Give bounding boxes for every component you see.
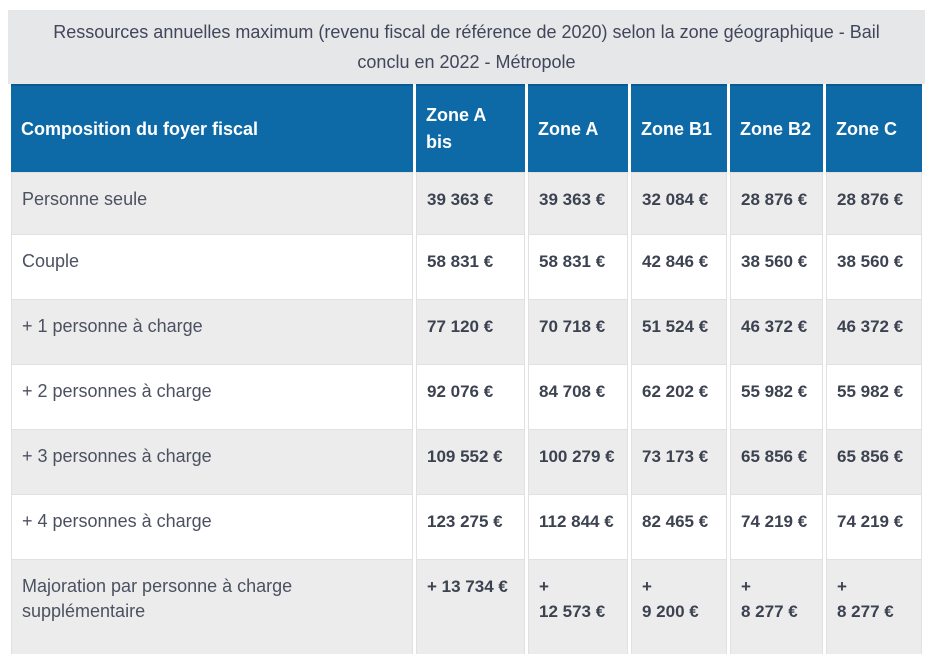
col-header-composition: Composition du foyer fiscal [11, 84, 413, 172]
header-row: Composition du foyer fiscal Zone A bis Zon… [11, 84, 922, 172]
row-value: 39 363 € [528, 172, 628, 234]
row-value: 100 279 € [528, 429, 628, 494]
row-value: 82 465 € [631, 494, 727, 559]
col-header-zone: Zone B2 [730, 84, 823, 172]
col-header-zone: Zone A [528, 84, 628, 172]
row-value: 92 076 € [416, 364, 525, 429]
row-value: 46 372 € [730, 299, 823, 364]
row-value: + 12 573 € [528, 559, 628, 654]
row-value: 51 524 € [631, 299, 727, 364]
row-label: + 3 personnes à charge [11, 429, 413, 494]
table-row: + 3 personnes à charge 109 552 €100 279 €… [11, 429, 922, 494]
col-header-zone: Zone A bis [416, 84, 525, 172]
row-value: + 9 200 € [631, 559, 727, 654]
row-value: 42 846 € [631, 234, 727, 299]
row-value: 112 844 € [528, 494, 628, 559]
row-value: 38 560 € [826, 234, 922, 299]
resources-table: Composition du foyer fiscal Zone A bis Zon… [8, 84, 925, 654]
row-value: 55 982 € [826, 364, 922, 429]
row-value: 109 552 € [416, 429, 525, 494]
table-header: Composition du foyer fiscal Zone A bis Zon… [11, 84, 922, 172]
row-value: 65 856 € [730, 429, 823, 494]
col-header-zone: Zone C [826, 84, 922, 172]
row-value: 55 982 € [730, 364, 823, 429]
table-row: + 4 personnes à charge 123 275 €112 844 €… [11, 494, 922, 559]
table-row: Majoration par personne à charge supplém… [11, 559, 922, 654]
row-label: + 1 personne à charge [11, 299, 413, 364]
row-value: 58 831 € [528, 234, 628, 299]
row-value: 84 708 € [528, 364, 628, 429]
row-value: 74 219 € [826, 494, 922, 559]
row-value: + 13 734 € [416, 559, 525, 654]
row-value: 32 084 € [631, 172, 727, 234]
row-value: 70 718 € [528, 299, 628, 364]
row-value: 77 120 € [416, 299, 525, 364]
row-label: Couple [11, 234, 413, 299]
row-label: + 2 personnes à charge [11, 364, 413, 429]
row-label: Personne seule [11, 172, 413, 234]
row-value: 38 560 € [730, 234, 823, 299]
table-body: Personne seule 39 363 €39 363 €32 084 €28… [11, 172, 922, 654]
table-row: Personne seule 39 363 €39 363 €32 084 €28… [11, 172, 922, 234]
table-row: Couple 58 831 €58 831 €42 846 €38 560 €38… [11, 234, 922, 299]
row-value: 46 372 € [826, 299, 922, 364]
row-value: 58 831 € [416, 234, 525, 299]
table-row: + 1 personne à charge 77 120 €70 718 €51 … [11, 299, 922, 364]
row-value: 74 219 € [730, 494, 823, 559]
row-label: Majoration par personne à charge supplém… [11, 559, 413, 654]
row-value: 65 856 € [826, 429, 922, 494]
row-value: 39 363 € [416, 172, 525, 234]
table-title: Ressources annuelles maximum (revenu fis… [8, 10, 925, 84]
col-header-zone: Zone B1 [631, 84, 727, 172]
row-value: 62 202 € [631, 364, 727, 429]
row-label: + 4 personnes à charge [11, 494, 413, 559]
row-value: 28 876 € [826, 172, 922, 234]
row-value: + 8 277 € [826, 559, 922, 654]
row-value: 28 876 € [730, 172, 823, 234]
row-value: 73 173 € [631, 429, 727, 494]
row-value: + 8 277 € [730, 559, 823, 654]
row-value: 123 275 € [416, 494, 525, 559]
table-row: + 2 personnes à charge 92 076 €84 708 €62… [11, 364, 922, 429]
